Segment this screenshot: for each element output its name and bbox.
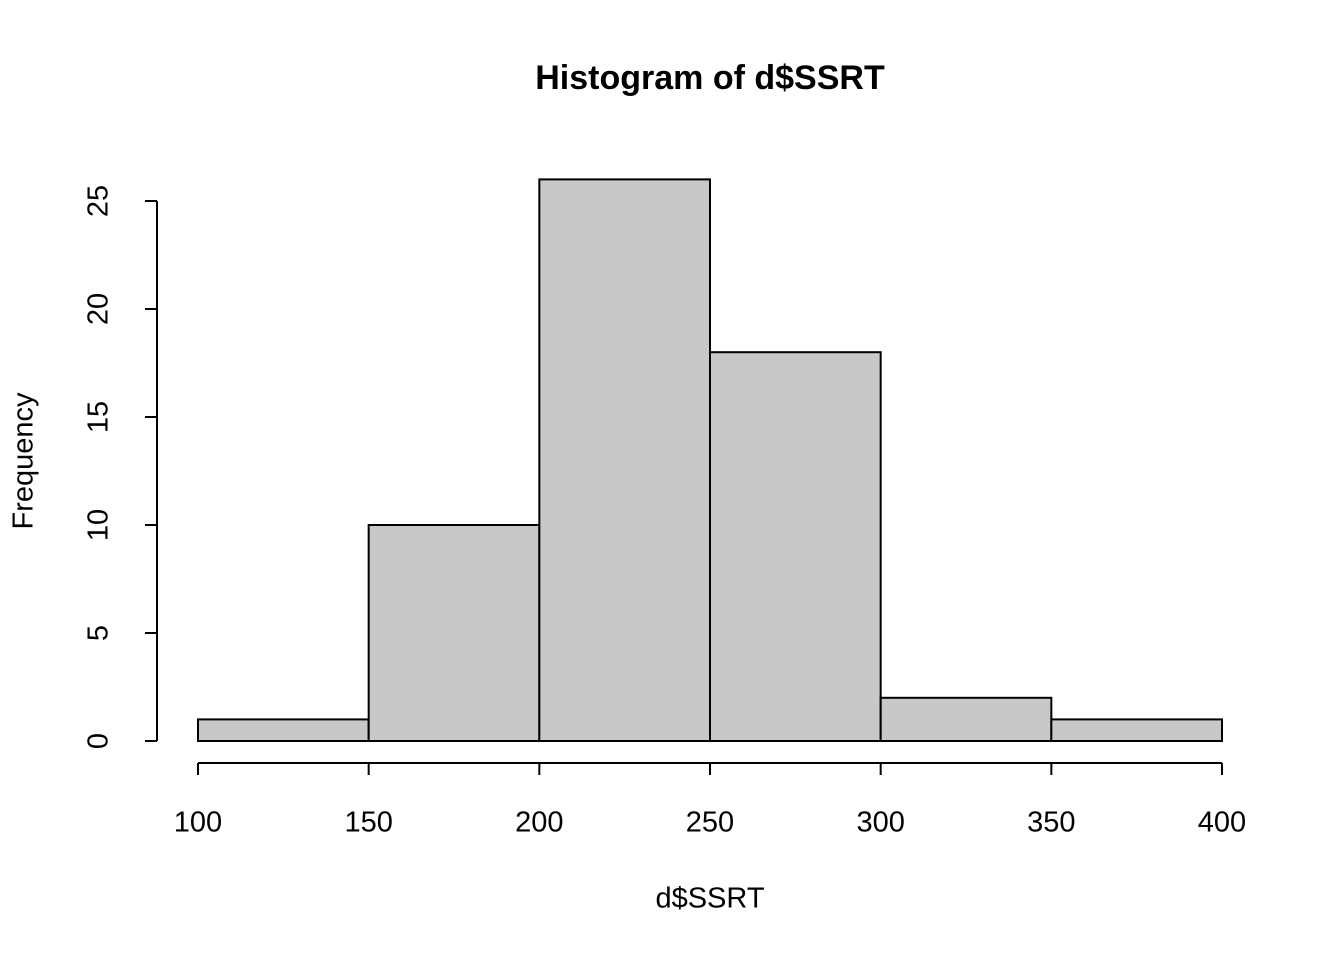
bar: [1050, 718, 1224, 743]
bar: [879, 696, 1053, 742]
y-tick-label: 25: [83, 185, 115, 217]
x-tick-label: 200: [515, 807, 563, 839]
bar: [367, 524, 541, 742]
y-axis-label: Frequency: [8, 392, 40, 530]
y-tick-label: 5: [83, 625, 115, 641]
bar: [197, 718, 370, 743]
x-tick-label: 350: [1027, 807, 1075, 839]
y-tick-label: 20: [83, 293, 115, 325]
bar: [538, 178, 711, 742]
y-tick-label: 0: [83, 733, 115, 749]
y-tick-label: 10: [83, 509, 115, 541]
chart-title: Histogram of d$SSRT: [535, 59, 885, 97]
x-tick-label: 100: [174, 807, 222, 839]
y-tick-label: 15: [83, 401, 115, 433]
x-tick-label: 400: [1198, 807, 1246, 839]
x-tick-label: 250: [686, 807, 734, 839]
bar: [709, 351, 882, 742]
x-tick-label: 150: [344, 807, 392, 839]
x-axis-label: d$SSRT: [655, 883, 764, 915]
x-tick-label: 300: [856, 807, 904, 839]
